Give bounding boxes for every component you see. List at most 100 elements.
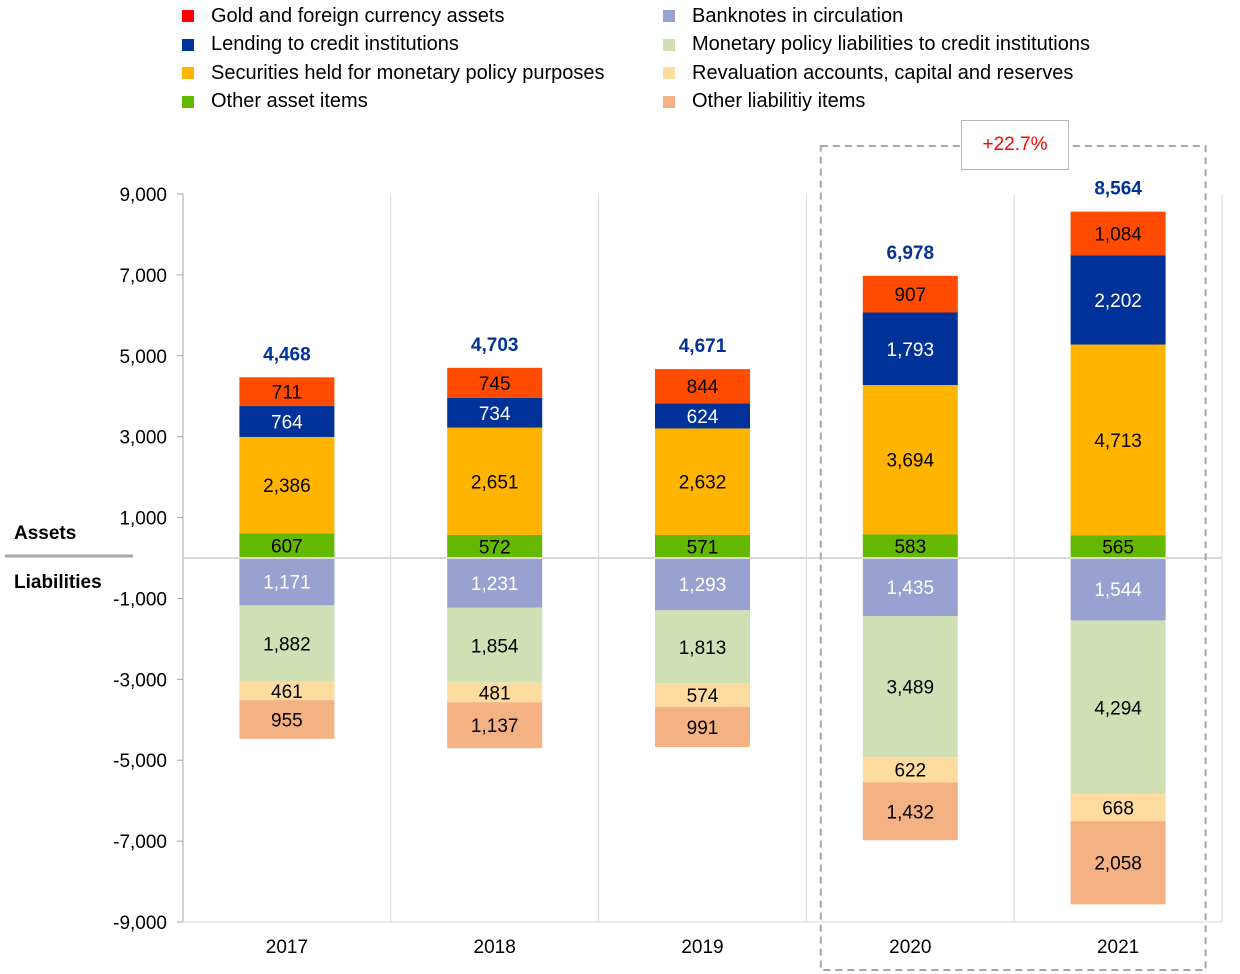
growth-annotation: +22.7% — [961, 120, 1069, 170]
liability-value-label: 461 — [271, 682, 303, 703]
liability-bar-segment — [447, 558, 543, 608]
liability-bar-segment — [655, 610, 750, 684]
liability-value-label: 1,293 — [679, 575, 727, 596]
liability-value-label: 4,294 — [1094, 698, 1142, 719]
asset-value-label: 2,202 — [1094, 291, 1142, 312]
liability-value-label: 668 — [1102, 799, 1134, 820]
asset-bar-segment — [1070, 211, 1166, 256]
asset-value-label: 2,651 — [471, 472, 519, 493]
asset-value-label: 844 — [687, 377, 719, 398]
x-tick-label: 2020 — [889, 937, 931, 958]
liability-bar-segment — [447, 607, 543, 683]
asset-value-label: 734 — [479, 404, 511, 425]
asset-value-label: 2,632 — [679, 473, 727, 494]
asset-value-label: 907 — [894, 285, 926, 306]
x-tick-label: 2021 — [1097, 937, 1139, 958]
asset-bar-segment — [447, 534, 543, 558]
y-tick-label: 1,000 — [119, 509, 167, 530]
asset-value-label: 4,713 — [1094, 431, 1142, 452]
y-tick-label: 9,000 — [119, 185, 167, 206]
liability-bar-segment — [239, 558, 335, 606]
asset-bar-segment — [447, 397, 543, 428]
asset-value-label: 1,084 — [1094, 225, 1142, 246]
y-tick-label: -7,000 — [113, 832, 167, 853]
liability-value-label: 574 — [687, 686, 719, 707]
liability-bar-segment — [239, 681, 335, 701]
legend-label: Revaluation accounts, capital and reserv… — [692, 61, 1074, 84]
legend-left: Gold and foreign currency assets Lending … — [182, 2, 605, 116]
asset-value-label: 1,793 — [887, 340, 935, 361]
total-label: 4,468 — [263, 344, 311, 365]
legend-swatch — [663, 95, 675, 108]
assets-label: Assets — [14, 523, 77, 544]
legend-label: Other asset items — [211, 90, 368, 113]
liability-value-label: 1,137 — [471, 716, 519, 737]
y-tick-label: 7,000 — [119, 266, 167, 287]
legend-label: Other liabilitiy items — [692, 90, 866, 113]
liability-value-label: 481 — [479, 683, 511, 704]
y-tick-label: 5,000 — [119, 347, 167, 368]
legend-item: Lending to credit institutions — [182, 31, 605, 60]
legend-swatch — [663, 10, 675, 23]
asset-bar-segment — [655, 369, 750, 404]
asset-bar-segment — [862, 312, 958, 386]
legend-item: Other liabilitiy items — [663, 88, 1090, 117]
asset-value-label: 583 — [894, 537, 926, 558]
asset-value-label: 565 — [1102, 538, 1134, 559]
legend-swatch — [663, 67, 675, 80]
legend-label: Securities held for monetary policy purp… — [211, 61, 605, 84]
asset-bar-segment — [655, 403, 750, 429]
total-label: 8,564 — [1094, 179, 1142, 200]
asset-value-label: 2,386 — [263, 476, 311, 497]
asset-bar-segment — [447, 427, 543, 535]
liability-bar-segment — [862, 616, 958, 758]
asset-bar-segment — [655, 534, 750, 558]
total-label: 4,703 — [471, 335, 519, 356]
liability-value-label: 1,435 — [887, 578, 935, 599]
liabilities-label: Liabilities — [14, 572, 102, 593]
liability-value-label: 1,432 — [887, 802, 935, 823]
asset-bar-segment — [1070, 255, 1166, 345]
liability-value-label: 1,813 — [679, 638, 727, 659]
legend-right: Banknotes in circulation Monetary policy … — [663, 2, 1090, 116]
asset-value-label: 3,694 — [887, 451, 935, 472]
legend-item: Banknotes in circulation — [663, 2, 1090, 31]
legend-item: Monetary policy liabilities to credit in… — [663, 31, 1090, 60]
legend-item: Securities held for monetary policy purp… — [182, 59, 605, 88]
asset-value-label: 711 — [272, 383, 302, 404]
legend-swatch — [182, 95, 194, 108]
legend-label: Monetary policy liabilities to credit in… — [692, 33, 1090, 56]
x-tick-label: 2017 — [266, 937, 308, 958]
legend-label: Lending to credit institutions — [211, 33, 459, 56]
liability-bar-segment — [655, 558, 750, 611]
liability-bar-segment — [862, 757, 958, 783]
liability-bar-segment — [655, 706, 750, 747]
legend-swatch — [182, 38, 194, 51]
liability-bar-segment — [862, 558, 958, 617]
legend-item: Other asset items — [182, 88, 605, 117]
legend-item: Gold and foreign currency assets — [182, 2, 605, 31]
asset-bar-segment — [239, 377, 335, 407]
legend-label: Banknotes in circulation — [692, 4, 904, 27]
liability-value-label: 991 — [687, 718, 719, 739]
liability-bar-segment — [1070, 821, 1166, 905]
x-tick-label: 2018 — [474, 937, 516, 958]
asset-bar-segment — [862, 385, 958, 535]
liability-bar-segment — [239, 605, 335, 682]
liability-bar-segment — [1070, 620, 1166, 795]
asset-value-label: 745 — [479, 374, 511, 395]
total-label: 6,978 — [887, 243, 935, 264]
asset-bar-segment — [1070, 344, 1166, 536]
y-tick-label: 3,000 — [119, 428, 167, 449]
asset-value-label: 572 — [479, 537, 511, 558]
asset-value-label: 607 — [271, 537, 303, 558]
asset-bar-segment — [239, 533, 335, 558]
liability-bar-segment — [447, 702, 543, 749]
liability-bar-segment — [447, 682, 543, 703]
liability-value-label: 1,171 — [263, 573, 311, 594]
y-tick-label: -9,000 — [113, 913, 167, 934]
liability-value-label: 622 — [894, 761, 926, 782]
legend-label: Gold and foreign currency assets — [211, 4, 505, 27]
asset-value-label: 764 — [271, 413, 303, 434]
liability-bar-segment — [239, 700, 335, 739]
